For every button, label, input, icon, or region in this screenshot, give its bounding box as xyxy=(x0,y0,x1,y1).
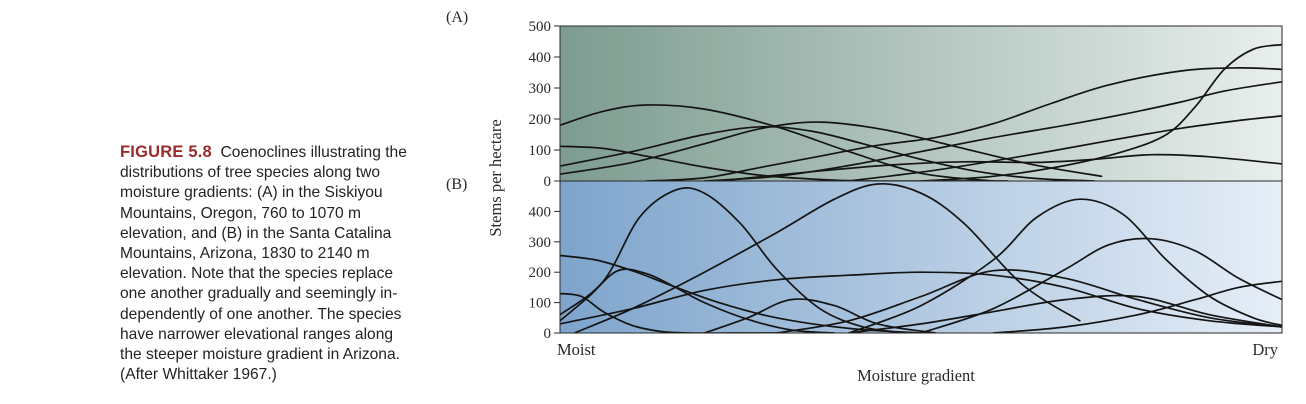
x-axis-label: Moisture gradient xyxy=(857,366,975,385)
figure-number: FIGURE 5.8 xyxy=(120,143,212,161)
panel-a-species-curve-8 xyxy=(847,115,1282,181)
panel-b-frame xyxy=(559,180,1283,334)
panel-a-species-curve-7 xyxy=(717,153,1282,181)
panel-a-y-tick-label: 400 xyxy=(529,50,552,66)
panel-a-y-tick-label: 100 xyxy=(529,143,552,159)
panel-a-species-curve-4 xyxy=(560,121,1103,178)
panel-b-background xyxy=(560,181,1282,333)
panel-a-species-curve-5 xyxy=(645,67,1282,181)
panel-a-species-curve-9 xyxy=(920,43,1282,181)
x-end-label-moist: Moist xyxy=(557,340,596,359)
panel-a-y-tick-label: 500 xyxy=(529,19,552,35)
panel-b-species-curve-9 xyxy=(847,198,1282,333)
caption-line: Coenoclines illustrating the xyxy=(220,144,407,161)
caption-line: moisture gradients: (A) in the Siskiyou xyxy=(120,184,383,202)
caption-line: one another gradually and seemingly in- xyxy=(120,285,398,303)
panel-b-species-curve-11 xyxy=(847,294,1282,333)
panel-b-species-curve-4 xyxy=(560,186,908,333)
caption-line: the steeper moisture gradient in Arizona… xyxy=(120,346,400,364)
panel-b-species-curve-8 xyxy=(775,269,1282,333)
caption-line: elevation, and (B) in the Santa Catalina xyxy=(120,224,392,242)
panel-b-species-curve-5 xyxy=(573,182,1081,333)
panel-b-species-curve-7 xyxy=(703,298,937,333)
panel-a-y-tick-label: 200 xyxy=(529,112,552,128)
x-end-label-dry: Dry xyxy=(1252,340,1278,359)
caption-line: Mountains, Arizona, 1830 to 2140 m xyxy=(120,245,370,263)
panel-b-y-tick-label: 300 xyxy=(529,235,552,251)
caption-line: (After Whittaker 1967.) xyxy=(120,366,277,384)
panel-b-y-tick-label: 200 xyxy=(529,265,552,281)
caption-first-line: FIGURE 5.8 Coenoclines illustrating the xyxy=(120,142,420,163)
panel-a-label: (A) xyxy=(446,9,468,26)
panel-a-y-tick-label: 0 xyxy=(544,174,552,190)
panel-a-y-ticks: 0 100 200 300 400 500 xyxy=(529,19,560,190)
panel-b-y-tick-label: 100 xyxy=(529,296,552,312)
panel-b-species-curve-12 xyxy=(992,280,1282,333)
panel-b-species-curve-2 xyxy=(560,292,778,333)
panel-a-curves xyxy=(560,43,1282,181)
caption-line: dependently of one another. The species xyxy=(120,305,402,323)
panel-b-species-curve-10 xyxy=(920,237,1282,333)
panel-a-species-curve-2 xyxy=(560,145,1009,181)
panel-a-y-tick-label: 300 xyxy=(529,81,552,97)
panel-b-y-tick-label: 0 xyxy=(544,326,552,342)
caption-line: have narrower elevational ranges along xyxy=(120,325,394,343)
panel-b-curves xyxy=(560,182,1282,333)
y-axis-label: Stems per hectare xyxy=(486,119,505,236)
panel-b-y-ticks: 0 100 200 300 400 xyxy=(529,204,560,342)
panel-b-label: (B) xyxy=(446,176,467,193)
caption-line: distributions of tree species along two xyxy=(120,164,381,182)
panel-b-species-curve-1 xyxy=(560,254,922,333)
caption-line: Mountains, Oregon, 760 to 1070 m xyxy=(120,204,361,222)
panel-b-species-curve-6 xyxy=(560,271,1282,328)
caption-line: elevation. Note that the species replace xyxy=(120,265,394,283)
figure-caption: FIGURE 5.8 Coenoclines illustrating the … xyxy=(120,142,420,385)
panel-b-y-tick-label: 400 xyxy=(529,204,552,220)
